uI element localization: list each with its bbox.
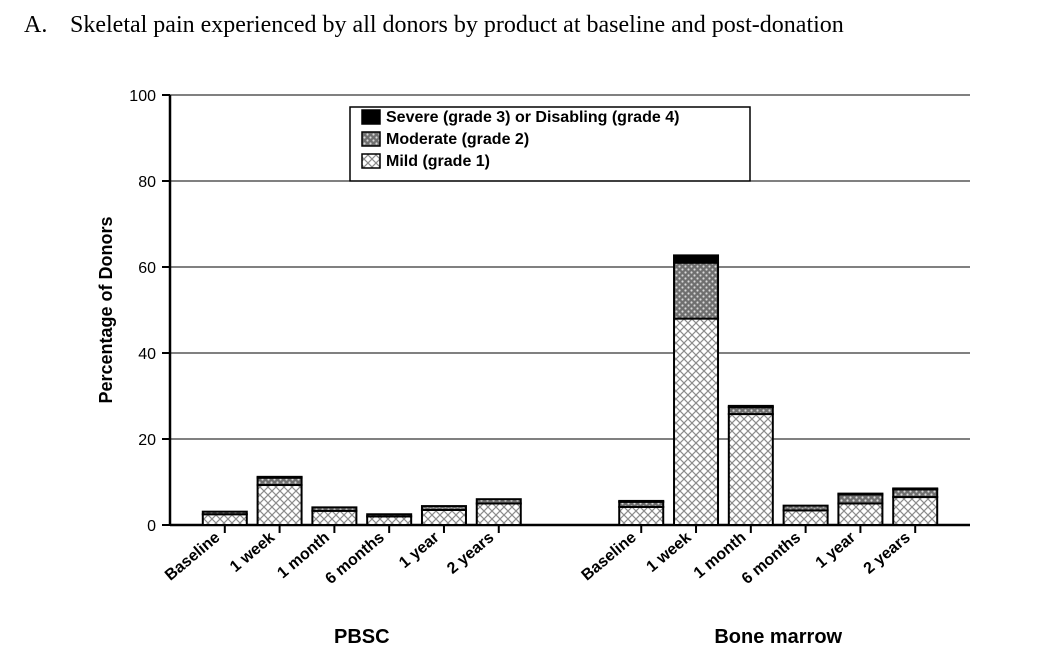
bar-segment-moderate	[477, 499, 521, 503]
y-tick-label: 80	[138, 174, 156, 191]
x-tick-label: 1 week	[227, 529, 278, 576]
bar-segment-mild	[893, 497, 937, 525]
y-tick-label: 40	[138, 346, 156, 363]
bar-segment-severe	[838, 494, 882, 495]
panel-title: Skeletal pain experienced by all donors …	[70, 12, 844, 39]
bar-segment-moderate	[674, 263, 718, 319]
x-tick-label: Baseline	[578, 529, 639, 584]
bar-segment-moderate	[312, 507, 356, 510]
bar-segment-moderate	[838, 494, 882, 503]
x-tick-label: 1 week	[643, 529, 694, 576]
bar-segment-mild	[258, 485, 302, 525]
bar-segment-severe	[619, 501, 663, 502]
bar-segment-mild	[674, 319, 718, 525]
bar-segment-moderate	[893, 489, 937, 497]
bar-segment-moderate	[203, 512, 247, 515]
y-axis-label: Percentage of Donors	[96, 216, 116, 403]
bar-segment-severe	[258, 477, 302, 478]
legend-swatch	[362, 110, 380, 124]
bar-segment-mild	[784, 510, 828, 525]
bar-segment-severe	[674, 255, 718, 262]
y-tick-label: 60	[138, 260, 156, 277]
bar-segment-moderate	[422, 506, 466, 510]
bar-segment-mild	[203, 514, 247, 525]
y-tick-label: 100	[129, 88, 156, 105]
legend-swatch	[362, 132, 380, 146]
bar-segment-mild	[619, 507, 663, 525]
x-tick-label: 2 years	[861, 529, 914, 578]
group-label: PBSC	[334, 626, 390, 645]
legend-label: Severe (grade 3) or Disabling (grade 4)	[386, 109, 679, 126]
bar-segment-mild	[312, 511, 356, 525]
chart-svg: 0 20 40 60 80 100 Percentage of Donors Baseline…	[60, 55, 1020, 645]
x-tick-label: 2 years	[444, 529, 497, 578]
x-tick-label: 6 months	[322, 529, 387, 588]
bar-segment-mild	[477, 504, 521, 526]
bar-segment-mild	[729, 414, 773, 525]
bar-segment-moderate	[784, 506, 828, 511]
bar-segment-severe	[729, 406, 773, 407]
bar-segment-severe	[893, 488, 937, 489]
legend-swatch	[362, 154, 380, 168]
y-tick-label: 0	[147, 518, 156, 535]
bar-segment-moderate	[367, 514, 411, 516]
x-tick-label: 6 months	[739, 529, 804, 588]
bar-segment-mild	[422, 510, 466, 525]
bar-segment-mild	[838, 504, 882, 526]
bar-segment-moderate	[258, 478, 302, 485]
x-tick-label: 1 year	[813, 529, 859, 572]
y-tick-label: 20	[138, 432, 156, 449]
group-label: Bone marrow	[714, 626, 842, 645]
bar-segment-moderate	[729, 407, 773, 414]
panel-letter: A.	[24, 12, 47, 39]
x-tick-label: Baseline	[162, 529, 223, 584]
bar-segment-mild	[367, 516, 411, 525]
chart-container: 0 20 40 60 80 100 Percentage of Donors Baseline…	[60, 55, 1020, 645]
legend-label: Moderate (grade 2)	[386, 131, 529, 148]
legend-label: Mild (grade 1)	[386, 153, 490, 170]
x-tick-label: 1 year	[396, 529, 442, 572]
